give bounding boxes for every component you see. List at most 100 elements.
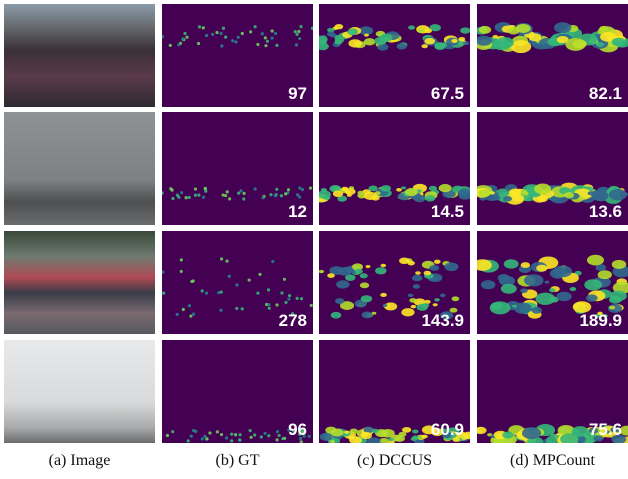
density-blob — [249, 436, 252, 439]
density-blob — [299, 25, 302, 28]
density-blob — [260, 435, 263, 438]
density-blob — [202, 196, 205, 199]
density-blob — [242, 192, 245, 195]
density-blob — [348, 39, 361, 47]
input-image — [4, 340, 155, 443]
density-blob — [319, 43, 329, 51]
density-map: 189.9 — [477, 231, 628, 334]
density-blob — [610, 291, 627, 302]
density-blob — [422, 435, 428, 439]
density-blob — [205, 34, 208, 37]
density-blob — [204, 187, 207, 190]
density-blob — [407, 261, 414, 266]
count-label: 189.9 — [579, 311, 622, 331]
density-blob — [481, 280, 496, 289]
density-blob — [327, 32, 335, 37]
density-blob — [460, 27, 470, 33]
density-blob — [190, 435, 193, 438]
density-blob — [197, 42, 200, 45]
density-blob — [205, 291, 208, 294]
density-blob — [171, 430, 174, 433]
count-label: 12 — [288, 202, 307, 222]
density-blob — [501, 284, 517, 294]
density-blob — [412, 435, 418, 439]
density-blob — [298, 37, 301, 40]
density-blob — [194, 430, 197, 433]
density-blob — [180, 270, 183, 273]
density-map: 97 — [162, 4, 313, 107]
density-blob — [444, 262, 458, 271]
density-blob — [477, 427, 487, 434]
density-blob — [331, 429, 344, 437]
density-blob — [405, 188, 418, 196]
density-blob — [599, 26, 608, 32]
density-blob — [360, 273, 368, 278]
density-blob — [425, 38, 436, 45]
density-blob — [284, 192, 287, 195]
density-map: 75.6 — [477, 340, 628, 443]
density-blob — [338, 267, 352, 276]
density-blob — [275, 44, 278, 47]
density-blob — [463, 41, 469, 45]
density-blob — [201, 289, 204, 292]
density-blob — [197, 194, 200, 197]
density-blob — [228, 275, 231, 278]
density-blob — [176, 194, 179, 197]
density-blob — [287, 297, 290, 300]
density-blob — [612, 38, 626, 47]
density-blob — [534, 184, 551, 195]
density-blob — [355, 269, 363, 274]
density-blob — [556, 292, 571, 302]
density-blob — [220, 433, 223, 436]
density-blob — [434, 298, 439, 301]
density-blob — [182, 308, 185, 311]
density-blob — [439, 184, 452, 192]
density-blob — [584, 279, 602, 290]
density-blob — [224, 194, 227, 197]
density-blob — [492, 195, 501, 200]
density-blob — [347, 28, 358, 35]
density-blob — [237, 36, 240, 39]
density-blob — [408, 25, 415, 29]
density-blob — [253, 433, 256, 436]
density-blob — [198, 25, 201, 28]
density-blob — [267, 303, 270, 306]
density-blob — [422, 303, 429, 307]
density-blob — [234, 40, 237, 43]
density-blob — [242, 197, 245, 200]
density-blob — [230, 433, 233, 436]
density-blob — [333, 191, 343, 197]
count-label: 82.1 — [589, 84, 622, 104]
density-blob — [451, 39, 457, 43]
density-blob — [341, 187, 348, 191]
density-blob — [564, 192, 574, 198]
density-blob — [524, 274, 544, 286]
density-blob — [522, 427, 541, 439]
density-blob — [162, 35, 164, 38]
density-blob — [310, 304, 313, 307]
density-blob — [241, 307, 244, 310]
density-blob — [226, 190, 229, 193]
density-blob — [184, 196, 187, 199]
density-blob — [220, 44, 223, 47]
count-label: 75.6 — [589, 420, 622, 440]
density-blob — [612, 260, 627, 269]
density-blob — [215, 31, 218, 34]
density-blob — [415, 271, 421, 275]
density-map: 60.9 — [319, 340, 470, 443]
density-blob — [188, 304, 191, 307]
density-blob — [323, 195, 330, 200]
density-blob — [254, 25, 257, 28]
count-label: 143.9 — [421, 311, 464, 331]
density-blob — [308, 435, 311, 438]
density-blob — [294, 30, 297, 33]
density-blob — [280, 194, 283, 197]
count-label: 14.5 — [431, 202, 464, 222]
density-blob — [189, 315, 192, 318]
density-blob — [298, 186, 301, 189]
density-blob — [267, 434, 270, 437]
figure: 9767.582.11214.513.6278143.9189.99660.97… — [0, 0, 628, 479]
density-blob — [162, 191, 164, 194]
density-blob — [350, 428, 358, 433]
density-blob — [264, 44, 267, 47]
